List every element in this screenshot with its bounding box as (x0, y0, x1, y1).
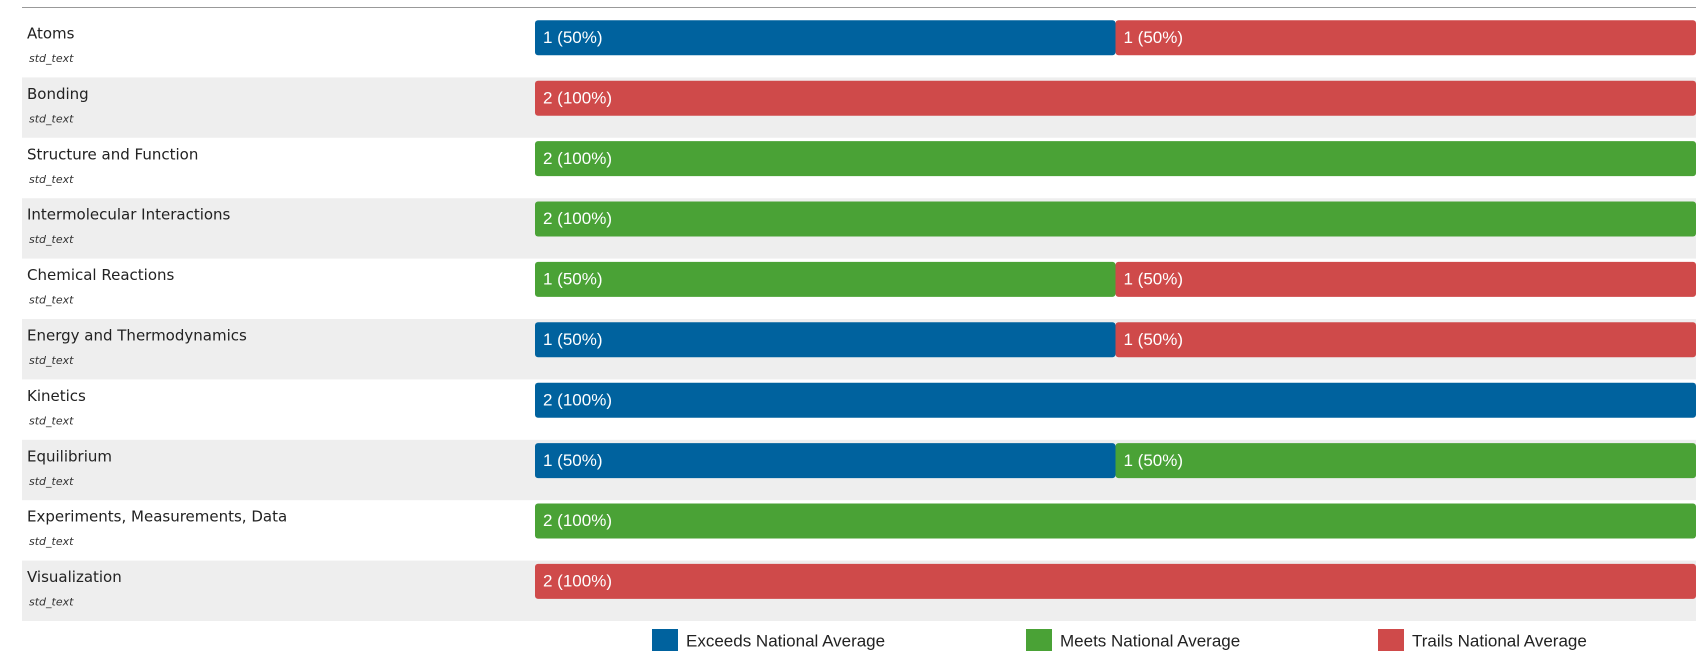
category-label: Structure and Function (27, 145, 198, 163)
bar-segment (535, 443, 1116, 479)
value-label: 2 (100%) (543, 511, 612, 530)
legend-swatch (1378, 629, 1404, 651)
category-note: std_text (29, 294, 74, 307)
category-label: Bonding (27, 85, 89, 103)
value-label: 1 (50%) (1124, 330, 1184, 349)
bar-segment (535, 261, 1116, 297)
category-label: Kinetics (27, 387, 86, 405)
bar-segment (535, 20, 1116, 56)
category-label: Atoms (27, 25, 75, 43)
legend-label: Meets National Average (1060, 631, 1240, 650)
bar-segment (535, 80, 1696, 116)
category-label: Intermolecular Interactions (27, 206, 231, 224)
category-note: std_text (29, 52, 74, 65)
value-label: 2 (100%) (543, 390, 612, 409)
bar-segment (535, 201, 1696, 237)
category-note: std_text (29, 535, 74, 548)
value-label: 1 (50%) (1124, 451, 1184, 470)
bar-segment (535, 141, 1696, 177)
category-label: Experiments, Measurements, Data (27, 508, 287, 526)
bar-segment (1115, 322, 1696, 358)
category-note: std_text (29, 596, 74, 609)
category-note: std_text (29, 112, 74, 125)
value-label: 2 (100%) (543, 209, 612, 228)
value-label: 1 (50%) (543, 270, 603, 289)
value-label: 1 (50%) (543, 28, 603, 47)
category-label: Energy and Thermodynamics (27, 327, 247, 345)
category-note: std_text (29, 475, 74, 488)
legend-swatch (1026, 629, 1052, 651)
value-label: 1 (50%) (543, 451, 603, 470)
bar-segment (535, 503, 1696, 539)
bar-segment (1115, 20, 1696, 56)
legend-label: Trails National Average (1412, 631, 1587, 650)
category-label: Visualization (27, 568, 122, 586)
bar-segment (535, 322, 1116, 358)
bar-segment (1115, 261, 1696, 297)
category-note: std_text (29, 173, 74, 186)
category-note: std_text (29, 414, 74, 427)
value-label: 2 (100%) (543, 572, 612, 591)
value-label: 2 (100%) (543, 149, 612, 168)
legend-swatch (652, 629, 678, 651)
bar-segment (535, 382, 1696, 418)
category-label: Chemical Reactions (27, 266, 175, 284)
legend-label: Exceeds National Average (686, 631, 885, 650)
bar-segment (1115, 443, 1696, 479)
value-label: 1 (50%) (1124, 270, 1184, 289)
category-label: Equilibrium (27, 447, 112, 465)
value-label: 1 (50%) (1124, 28, 1184, 47)
category-note: std_text (29, 354, 74, 367)
value-label: 1 (50%) (543, 330, 603, 349)
category-note: std_text (29, 233, 74, 246)
bar-segment (535, 563, 1696, 599)
value-label: 2 (100%) (543, 88, 612, 107)
